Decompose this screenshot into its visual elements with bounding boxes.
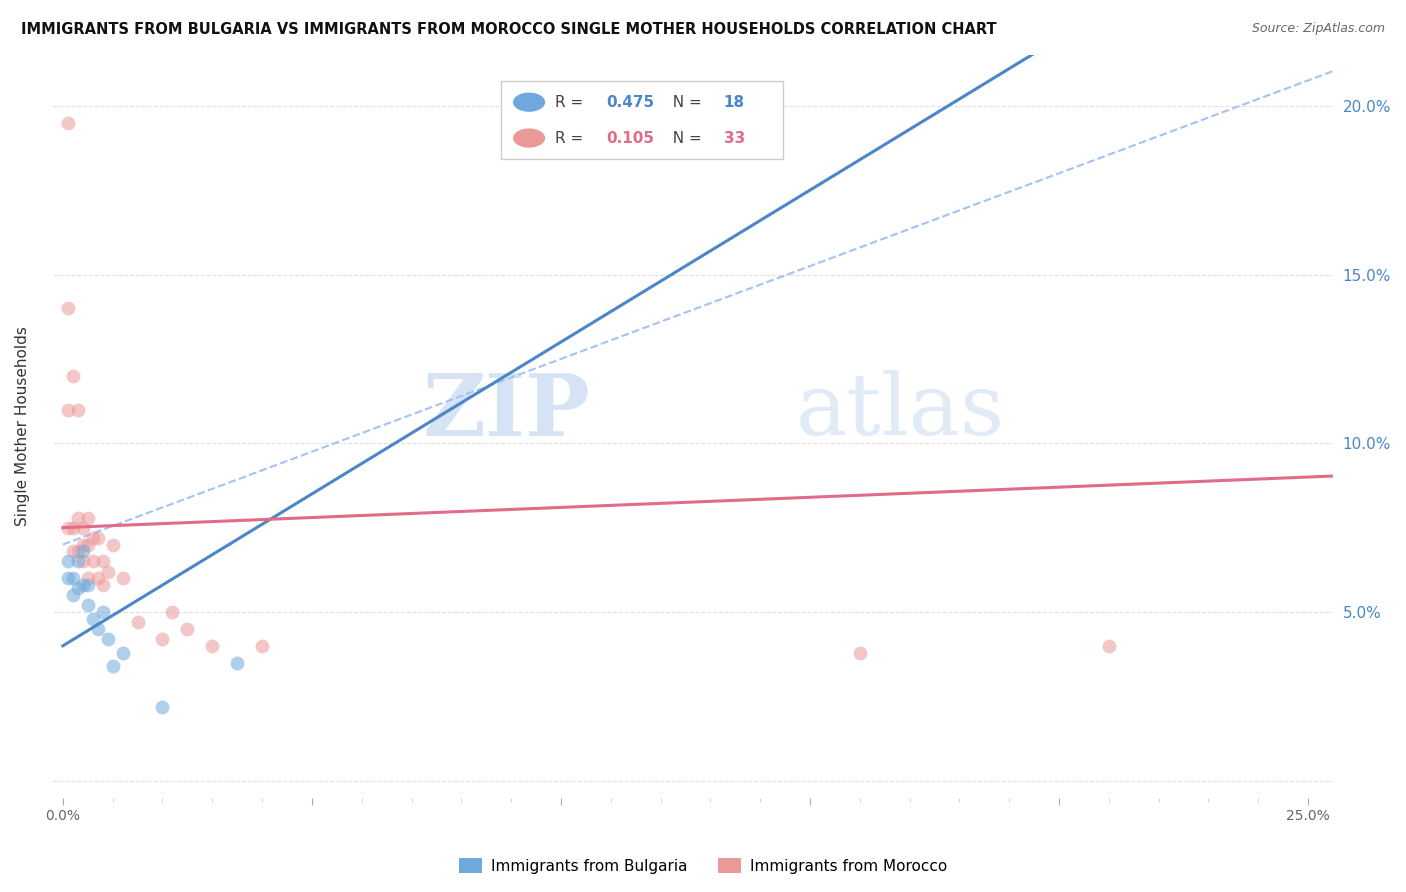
Text: atlas: atlas bbox=[796, 370, 1004, 453]
Point bbox=[66, 544, 89, 558]
Text: 0.475: 0.475 bbox=[606, 95, 654, 110]
Text: IMMIGRANTS FROM BULGARIA VS IMMIGRANTS FROM MOROCCO SINGLE MOTHER HOUSEHOLDS COR: IMMIGRANTS FROM BULGARIA VS IMMIGRANTS F… bbox=[21, 22, 997, 37]
Point bbox=[76, 599, 98, 613]
Point bbox=[87, 571, 110, 585]
Point bbox=[152, 632, 174, 646]
Point bbox=[76, 571, 98, 585]
Point bbox=[66, 582, 89, 596]
Point bbox=[56, 115, 79, 129]
Point bbox=[111, 571, 134, 585]
Text: 33: 33 bbox=[724, 130, 745, 145]
Point bbox=[66, 510, 89, 524]
Point bbox=[82, 531, 104, 545]
Point bbox=[62, 544, 84, 558]
Text: N =: N = bbox=[664, 130, 707, 145]
Point bbox=[66, 402, 89, 417]
Text: R =: R = bbox=[555, 130, 588, 145]
Point bbox=[101, 659, 124, 673]
Point bbox=[72, 578, 94, 592]
Point bbox=[72, 537, 94, 551]
Text: 0.105: 0.105 bbox=[606, 130, 654, 145]
Point bbox=[56, 571, 79, 585]
Point bbox=[56, 554, 79, 568]
Point bbox=[87, 531, 110, 545]
Point bbox=[76, 537, 98, 551]
Point bbox=[66, 554, 89, 568]
Circle shape bbox=[513, 129, 544, 147]
Point bbox=[226, 656, 249, 670]
Y-axis label: Single Mother Households: Single Mother Households bbox=[15, 326, 30, 526]
Circle shape bbox=[513, 94, 544, 112]
Text: R =: R = bbox=[555, 95, 588, 110]
Point bbox=[162, 605, 184, 619]
Point bbox=[176, 622, 198, 636]
Point bbox=[111, 646, 134, 660]
Point bbox=[56, 402, 79, 417]
Point bbox=[250, 639, 273, 653]
Point bbox=[82, 612, 104, 626]
Point bbox=[1098, 639, 1121, 653]
Text: ZIP: ZIP bbox=[423, 369, 591, 453]
Point bbox=[62, 588, 84, 602]
Point bbox=[72, 554, 94, 568]
Point bbox=[87, 622, 110, 636]
Point bbox=[848, 646, 870, 660]
Point bbox=[62, 368, 84, 383]
Point bbox=[62, 571, 84, 585]
Legend: Immigrants from Bulgaria, Immigrants from Morocco: Immigrants from Bulgaria, Immigrants fro… bbox=[453, 852, 953, 880]
Point bbox=[76, 578, 98, 592]
FancyBboxPatch shape bbox=[501, 81, 783, 159]
Text: N =: N = bbox=[664, 95, 707, 110]
Point bbox=[76, 510, 98, 524]
Point bbox=[101, 537, 124, 551]
Point bbox=[56, 521, 79, 535]
Point bbox=[201, 639, 224, 653]
Point bbox=[72, 544, 94, 558]
Point bbox=[97, 565, 120, 579]
Text: Source: ZipAtlas.com: Source: ZipAtlas.com bbox=[1251, 22, 1385, 36]
Point bbox=[127, 615, 149, 629]
Point bbox=[97, 632, 120, 646]
Point bbox=[72, 521, 94, 535]
Point bbox=[91, 578, 114, 592]
Point bbox=[152, 699, 174, 714]
Point bbox=[56, 301, 79, 316]
Point bbox=[91, 554, 114, 568]
Point bbox=[62, 521, 84, 535]
Point bbox=[82, 554, 104, 568]
Point bbox=[91, 605, 114, 619]
Text: 18: 18 bbox=[724, 95, 745, 110]
